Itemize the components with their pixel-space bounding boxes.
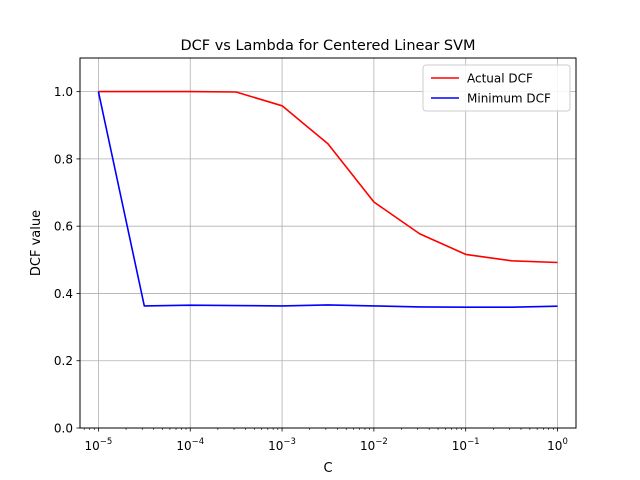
- y-axis: 0.0 0.2 0.4 0.6 0.8 1.0: [54, 85, 80, 436]
- series-lines: [97, 90, 558, 309]
- legend: Actual DCF Minimum DCF: [422, 64, 571, 112]
- x-axis: 10−5 10−4 10−3 10−2 10−1 100: [83, 428, 568, 453]
- series-line-minimum-dcf: [97, 91, 558, 309]
- legend-label-minimum-dcf: Minimum DCF: [467, 92, 551, 106]
- x-tick-label: 10−2: [360, 437, 388, 453]
- x-tick-label: 10−4: [176, 437, 204, 453]
- x-tick-label: 10−1: [452, 437, 480, 453]
- series-line-actual-dcf: [98, 90, 558, 264]
- y-tick-label: 0.2: [54, 354, 73, 368]
- x-tick-label: 10−5: [85, 437, 113, 453]
- x-tick-label: 10−3: [268, 437, 296, 453]
- y-tick-label: 0.4: [54, 287, 73, 301]
- y-tick-label: 0.8: [54, 152, 73, 166]
- y-axis-label: DCF value: [29, 210, 44, 276]
- y-tick-label: 1.0: [54, 85, 73, 99]
- chart-title: DCF vs Lambda for Centered Linear SVM: [180, 38, 475, 54]
- grid: [80, 58, 576, 429]
- x-axis-label: C: [323, 461, 332, 476]
- legend-box: [422, 64, 571, 112]
- y-tick-label: 0.6: [54, 220, 73, 234]
- plot-frame: [79, 57, 577, 429]
- x-tick-label: 100: [547, 437, 568, 453]
- y-tick-label: 0.0: [54, 422, 73, 436]
- legend-label-actual-dcf: Actual DCF: [467, 72, 533, 86]
